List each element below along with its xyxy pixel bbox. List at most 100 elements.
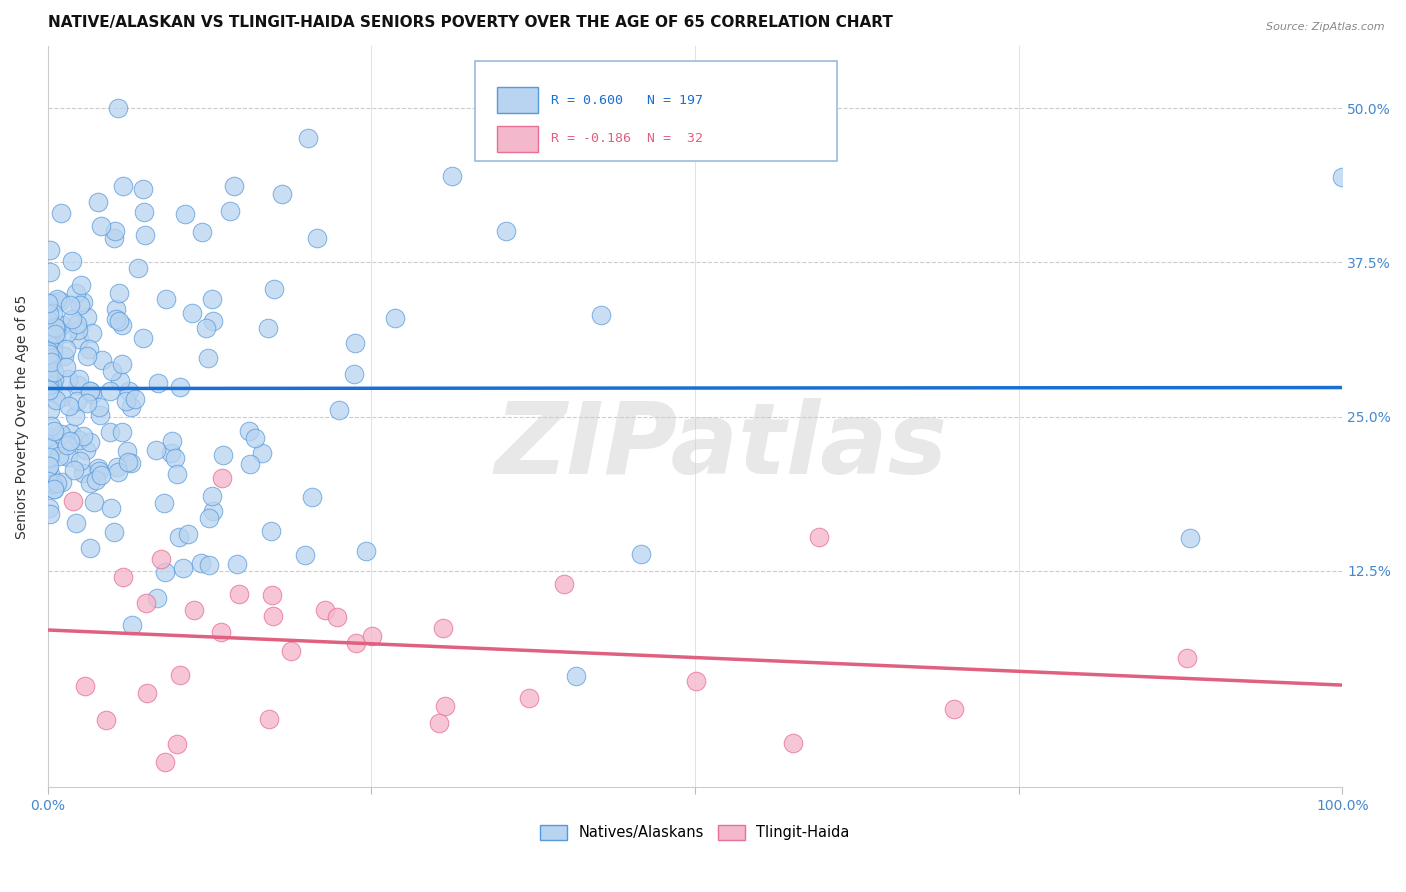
Point [66, 317, 89, 331]
Point [197, 351, 219, 366]
Point [42, 371, 65, 385]
Point [75, 442, 97, 457]
Point [112, 570, 135, 584]
Point [238, 424, 260, 438]
Point [517, 690, 540, 705]
Point [145, 443, 167, 458]
Point [124, 392, 146, 407]
Point [326, 609, 349, 624]
Point [37, 474, 59, 488]
Point [77, 342, 100, 356]
Point [146, 591, 169, 606]
Point [104, 224, 127, 238]
Point [44, 295, 66, 310]
Point [60, 311, 83, 326]
Point [134, 228, 156, 243]
Point [257, 320, 280, 334]
Point [173, 207, 195, 221]
Point [37, 370, 59, 384]
Point [305, 231, 328, 245]
Point [150, 552, 173, 566]
Point [115, 393, 138, 408]
Point [166, 737, 188, 751]
Point [73, 679, 96, 693]
Point [49, 427, 72, 442]
Point [39, 366, 62, 380]
Point [96, 713, 118, 727]
Point [60, 254, 83, 268]
Point [41, 351, 63, 365]
Point [79, 541, 101, 555]
Point [201, 314, 224, 328]
Point [76, 396, 98, 410]
Point [224, 178, 246, 193]
Point [67, 323, 90, 337]
Point [42, 476, 65, 491]
Point [118, 384, 141, 398]
Point [45, 320, 67, 334]
Text: R = -0.186  N =  32: R = -0.186 N = 32 [551, 133, 703, 145]
Point [200, 490, 222, 504]
Point [56, 371, 79, 385]
Point [63, 462, 86, 476]
Point [112, 179, 135, 194]
Point [166, 467, 188, 481]
Point [200, 292, 222, 306]
Point [38, 467, 60, 481]
Point [56, 450, 79, 464]
Point [41, 320, 63, 334]
Text: ZIPatlas: ZIPatlas [495, 398, 948, 495]
Point [69, 454, 91, 468]
Point [211, 471, 233, 485]
Point [260, 588, 283, 602]
Point [100, 501, 122, 516]
Point [219, 203, 242, 218]
Point [250, 446, 273, 460]
Point [42, 482, 65, 496]
Point [159, 446, 181, 460]
Point [44, 439, 66, 453]
Point [807, 530, 830, 544]
Point [49, 205, 72, 219]
Point [260, 524, 283, 538]
Point [257, 712, 280, 726]
Point [62, 493, 84, 508]
Point [76, 310, 98, 324]
Point [37, 384, 59, 398]
Point [49, 294, 72, 309]
Point [84, 473, 107, 487]
Point [65, 516, 87, 531]
Point [201, 504, 224, 518]
Point [38, 265, 60, 279]
Point [90, 467, 112, 482]
Point [69, 278, 91, 293]
Point [38, 402, 60, 417]
Point [37, 312, 59, 326]
Point [69, 298, 91, 312]
Point [72, 429, 94, 443]
Point [384, 311, 406, 326]
Point [44, 326, 66, 341]
Point [209, 624, 232, 639]
Point [146, 376, 169, 391]
Point [432, 621, 454, 635]
Point [38, 459, 60, 474]
Point [38, 306, 60, 320]
Point [121, 618, 143, 632]
Point [155, 755, 177, 769]
Point [39, 243, 62, 257]
Point [98, 425, 121, 440]
Point [79, 384, 101, 399]
Point [87, 464, 110, 478]
Text: Source: ZipAtlas.com: Source: ZipAtlas.com [1267, 22, 1385, 32]
Point [685, 673, 707, 688]
Point [297, 131, 319, 145]
Point [427, 716, 450, 731]
Point [108, 374, 131, 388]
Point [117, 444, 139, 458]
Point [37, 440, 59, 454]
Point [42, 339, 65, 353]
Point [943, 702, 966, 716]
FancyBboxPatch shape [475, 62, 838, 161]
Point [38, 383, 60, 397]
